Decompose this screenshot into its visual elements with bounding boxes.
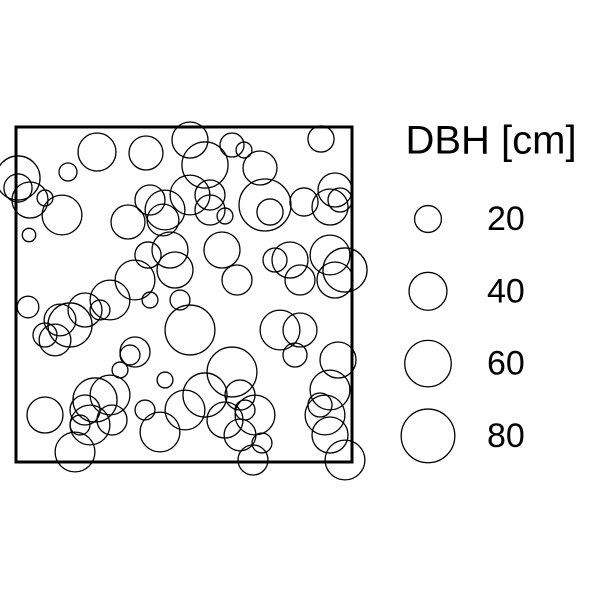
tree-marker bbox=[36, 189, 54, 207]
tree-marker bbox=[38, 323, 72, 357]
tree-marker bbox=[206, 401, 244, 439]
tree-marker bbox=[259, 309, 301, 351]
tree-marker bbox=[242, 150, 278, 186]
tree-marker bbox=[58, 162, 78, 182]
tree-marker bbox=[114, 259, 156, 301]
tree-marker bbox=[134, 184, 166, 216]
tree-marker bbox=[256, 198, 284, 226]
legend-label: 60 bbox=[487, 345, 525, 383]
tree-marker bbox=[307, 125, 335, 153]
tree-marker bbox=[156, 371, 174, 389]
tree-marker bbox=[206, 346, 258, 398]
tree-marker bbox=[221, 264, 253, 296]
tree-marker bbox=[0, 155, 41, 201]
tree-marker bbox=[3, 173, 33, 203]
tree-marker bbox=[282, 312, 318, 348]
tree-marker bbox=[139, 411, 181, 453]
tree-marker bbox=[169, 289, 191, 311]
tree-marker bbox=[21, 227, 37, 243]
tree-marker bbox=[317, 172, 353, 208]
tree-marker bbox=[119, 344, 141, 366]
tree-marker bbox=[128, 135, 164, 171]
tree-marker bbox=[216, 207, 234, 225]
tree-marker bbox=[164, 389, 206, 431]
tree-marker bbox=[144, 189, 186, 231]
tree-marker bbox=[54, 431, 96, 473]
tree-marker bbox=[251, 432, 273, 454]
tree-marker bbox=[134, 241, 162, 269]
tree-marker bbox=[164, 304, 216, 356]
tree-marker bbox=[16, 295, 40, 319]
tree-marker bbox=[169, 174, 211, 216]
tree-marker bbox=[194, 179, 226, 211]
tree-marker bbox=[89, 374, 131, 416]
tree-marker bbox=[151, 231, 189, 269]
tree-marker bbox=[26, 396, 64, 434]
legend-title: DBH [cm] bbox=[405, 119, 576, 163]
tree-marker bbox=[32, 322, 58, 348]
legend-marker bbox=[408, 271, 448, 311]
tree-marker bbox=[238, 178, 292, 232]
tree-marker bbox=[223, 418, 257, 452]
tree-marker bbox=[156, 251, 194, 289]
tree-marker bbox=[237, 444, 269, 476]
tree-marker bbox=[262, 247, 288, 273]
tree-marker bbox=[47, 302, 93, 348]
legend-marker bbox=[400, 408, 456, 464]
tree-marker bbox=[284, 264, 316, 296]
legend-marker bbox=[413, 204, 443, 234]
tree-marker bbox=[72, 377, 118, 423]
tree-marker bbox=[43, 303, 77, 337]
tree-marker bbox=[134, 399, 156, 421]
tree-marker bbox=[324, 439, 366, 481]
tree-marker bbox=[271, 241, 309, 279]
tree-marker bbox=[182, 372, 228, 418]
tree-marker bbox=[309, 369, 351, 411]
legend-marker bbox=[404, 339, 452, 388]
tree-marker bbox=[304, 394, 346, 436]
tree-marker bbox=[327, 187, 353, 213]
tree-marker bbox=[219, 132, 245, 158]
tree-marker bbox=[141, 291, 159, 309]
tree-marker bbox=[69, 414, 91, 436]
tree-marker bbox=[311, 416, 349, 454]
tree-marker bbox=[89, 279, 131, 321]
tree-marker bbox=[322, 247, 368, 293]
tree-marker bbox=[235, 141, 253, 159]
tree-marker bbox=[89, 299, 111, 321]
tree-marker bbox=[203, 231, 241, 269]
tree-marker bbox=[319, 341, 357, 379]
legend-label: 40 bbox=[487, 272, 525, 310]
tree-marker bbox=[181, 141, 229, 189]
tree-marker bbox=[307, 392, 333, 418]
tree-marker bbox=[309, 234, 351, 276]
tree-marker bbox=[41, 194, 83, 236]
tree-marker bbox=[171, 121, 209, 159]
tree-marker bbox=[289, 187, 319, 217]
tree-marker bbox=[67, 292, 103, 328]
plot-window bbox=[14, 125, 354, 464]
tree-marker bbox=[146, 203, 180, 237]
tree-marker bbox=[77, 132, 117, 172]
legend-label: 80 bbox=[487, 417, 525, 455]
legend-label: 20 bbox=[487, 200, 525, 238]
tree-marker bbox=[69, 394, 101, 426]
tree-marker bbox=[311, 188, 349, 226]
tree-marker bbox=[316, 261, 354, 299]
tree-marker bbox=[96, 404, 128, 436]
tree-marker bbox=[282, 342, 308, 368]
tree-marker bbox=[110, 204, 146, 240]
